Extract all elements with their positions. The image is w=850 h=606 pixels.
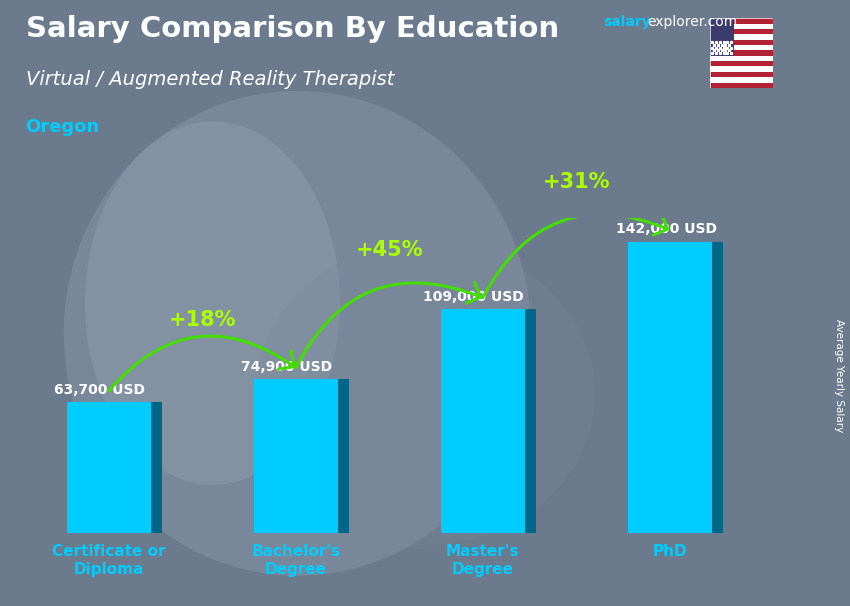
Bar [710, 35, 774, 39]
Polygon shape [524, 309, 536, 533]
Bar [710, 56, 774, 61]
Bar [253, 379, 337, 533]
Ellipse shape [255, 242, 595, 545]
Polygon shape [711, 242, 723, 533]
Text: Oregon: Oregon [26, 118, 99, 136]
Bar [710, 72, 774, 77]
FancyArrowPatch shape [483, 215, 668, 298]
Bar [710, 18, 774, 24]
Bar [66, 402, 151, 533]
Bar [627, 242, 711, 533]
Bar [710, 61, 774, 67]
Bar [710, 77, 774, 82]
Ellipse shape [64, 91, 531, 576]
Bar [710, 50, 774, 56]
Bar [710, 45, 774, 50]
Text: salary: salary [604, 15, 651, 29]
Text: Salary Comparison By Education: Salary Comparison By Education [26, 15, 558, 43]
Polygon shape [337, 379, 349, 533]
Text: +31%: +31% [542, 172, 610, 192]
Polygon shape [151, 402, 162, 533]
Text: +45%: +45% [355, 240, 423, 260]
Text: Average Yearly Salary: Average Yearly Salary [834, 319, 844, 432]
FancyArrowPatch shape [296, 282, 481, 368]
Text: Virtual / Augmented Reality Therapist: Virtual / Augmented Reality Therapist [26, 70, 394, 88]
Bar [710, 39, 774, 45]
Bar [710, 18, 734, 56]
FancyArrowPatch shape [109, 336, 294, 391]
Ellipse shape [85, 121, 340, 485]
Text: 74,900 USD: 74,900 USD [241, 360, 332, 374]
Bar [710, 24, 774, 29]
Bar [710, 29, 774, 35]
Bar [710, 67, 774, 72]
Bar [710, 82, 774, 88]
Text: +18%: +18% [168, 310, 236, 330]
Bar [440, 309, 524, 533]
Text: 142,000 USD: 142,000 USD [615, 222, 717, 236]
Text: explorer.com: explorer.com [648, 15, 738, 29]
Text: 63,700 USD: 63,700 USD [54, 383, 145, 397]
Text: 109,000 USD: 109,000 USD [423, 290, 524, 304]
